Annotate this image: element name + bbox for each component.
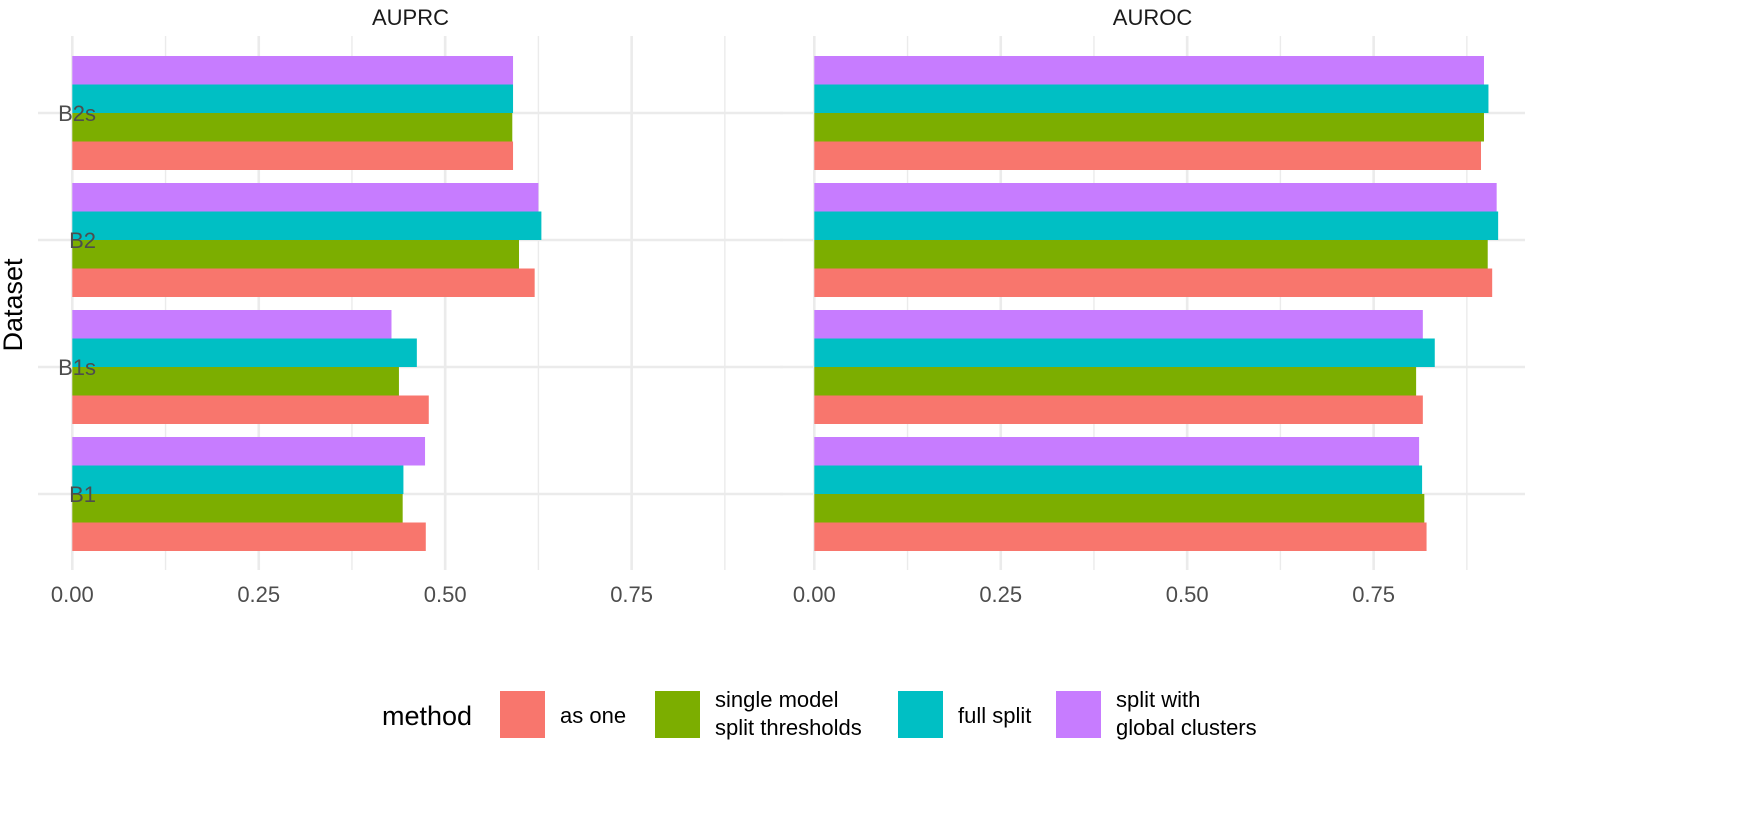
bar-auprc-b2s-split-global [72, 56, 514, 85]
x-tick-label: 0.75 [610, 582, 653, 607]
x-tick-label: 0.00 [793, 582, 836, 607]
bar-auroc-b2-full-split [814, 211, 1499, 240]
legend-item-single-model: single model split thresholds [655, 687, 862, 740]
y-tick-label: B2 [69, 228, 96, 253]
y-tick-label: B1s [58, 355, 96, 380]
bar-auroc-b1s-single-model [814, 367, 1417, 396]
legend-title: method [382, 701, 472, 731]
bar-auroc-b1s-full-split [814, 338, 1435, 367]
bar-auprc-b1-full-split [72, 465, 404, 494]
bar-auprc-b1s-split-global [72, 310, 392, 339]
panel-auroc: 0.00 0.25 0.50 0.75 AUROC [780, 5, 1525, 607]
x-tick-label: 0.00 [51, 582, 94, 607]
bar-auprc-b2s-full-split [72, 84, 514, 113]
bar-auprc-b2-as-one [72, 268, 535, 297]
legend-item-full-split: full split [898, 691, 1031, 738]
legend-key-full-split [898, 691, 943, 738]
bar-auprc-b1s-single-model [72, 367, 399, 396]
panel-title: AUROC [1113, 5, 1193, 30]
panel-title: AUPRC [372, 5, 449, 30]
bar-auprc-b2s-single-model [72, 113, 513, 142]
bar-auprc-b2-single-model [72, 240, 520, 269]
legend-label: split thresholds [715, 715, 862, 740]
bar-auroc-b2s-single-model [814, 113, 1484, 142]
y-axis-title: Dataset [0, 258, 28, 352]
legend-label: global clusters [1116, 715, 1257, 740]
bar-auprc-b1s-as-one [72, 395, 429, 424]
legend-key-as-one [500, 691, 545, 738]
bar-auroc-b1-split-global [814, 437, 1420, 466]
x-tick-label: 0.25 [979, 582, 1022, 607]
bar-auroc-b2s-split-global [814, 56, 1484, 85]
bar-auroc-b1s-split-global [814, 310, 1423, 339]
panel-auprc: 0.00 0.25 0.50 0.75 AUPRC [38, 5, 783, 607]
legend-label: single model [715, 687, 839, 712]
legend-label: full split [958, 703, 1031, 728]
legend-label: split with [1116, 687, 1200, 712]
legend-key-single-model [655, 691, 700, 738]
y-tick-label: B2s [58, 101, 96, 126]
x-tick-label: 0.50 [424, 582, 467, 607]
bar-auprc-b2-full-split [72, 211, 542, 240]
legend-label: as one [560, 703, 626, 728]
bar-auroc-b2s-full-split [814, 84, 1489, 113]
bar-auroc-b2-as-one [814, 268, 1493, 297]
bar-auroc-b1-as-one [814, 522, 1427, 551]
legend-item-as-one: as one [500, 691, 626, 738]
bar-auprc-b2-split-global [72, 183, 539, 212]
bar-auprc-b1s-full-split [72, 338, 417, 367]
bar-auroc-b1s-as-one [814, 395, 1423, 424]
y-tick-label: B1 [69, 482, 96, 507]
legend: method as one single model split thresholds… [382, 687, 1257, 740]
bar-auroc-b2-split-global [814, 183, 1497, 212]
legend-item-split-global: split with global clusters [1056, 687, 1257, 740]
legend-key-split-global [1056, 691, 1101, 738]
bar-auprc-b2s-as-one [72, 141, 514, 170]
x-tick-label: 0.50 [1166, 582, 1209, 607]
bar-auroc-b2s-as-one [814, 141, 1482, 170]
x-tick-label: 0.75 [1352, 582, 1395, 607]
bar-auprc-b1-single-model [72, 494, 403, 523]
bar-auroc-b1-full-split [814, 465, 1423, 494]
bar-auroc-b1-single-model [814, 494, 1425, 523]
panels-layer: 0.00 0.25 0.50 0.75 AUPRC 0.00 0.25 0.50 0.75 AUR… [38, 5, 1525, 607]
bar-auroc-b2-single-model [814, 240, 1488, 269]
x-tick-label: 0.25 [237, 582, 280, 607]
bar-auprc-b1-as-one [72, 522, 426, 551]
bar-auprc-b1-split-global [72, 437, 426, 466]
